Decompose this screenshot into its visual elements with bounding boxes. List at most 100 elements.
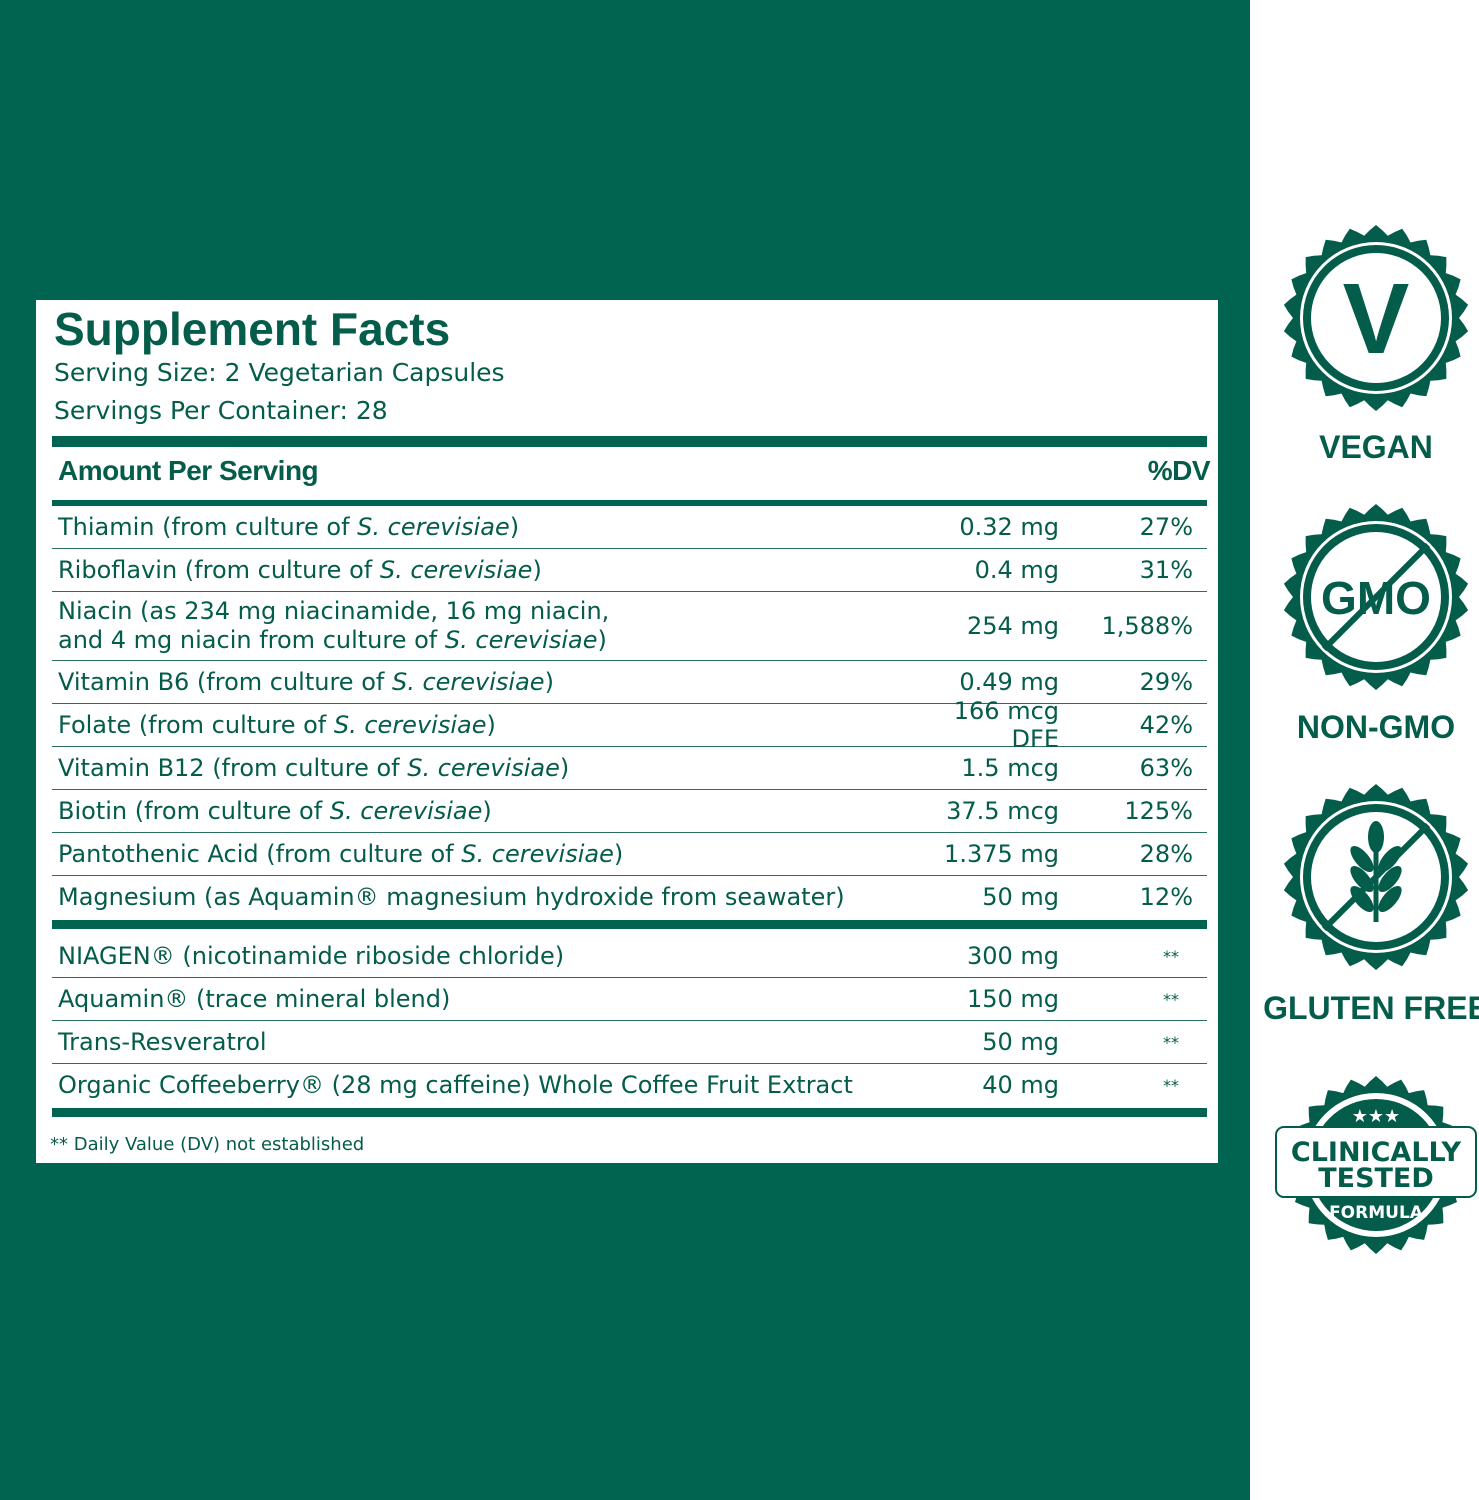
name-line: Aquamin® (trace mineral blend) bbox=[58, 985, 903, 1014]
name-text: ) bbox=[613, 839, 624, 868]
name-text: Folate (from culture of bbox=[58, 710, 334, 739]
wheat-grain bbox=[1378, 885, 1402, 913]
name-text: S. cerevisiae bbox=[357, 512, 510, 541]
amount: 1.375 mg bbox=[944, 840, 1059, 868]
name-line: and 4 mg niacin from culture of S. cerev… bbox=[58, 626, 903, 655]
nutrient-row: Riboflavin (from culture of S. cerevisia… bbox=[52, 549, 1207, 592]
row-group: Thiamin (from culture of S. cerevisiae) 0… bbox=[52, 506, 1207, 918]
name-text: S. cerevisiae bbox=[444, 626, 598, 654]
name-text: Thiamin (from culture of bbox=[58, 512, 358, 541]
name-text: Riboflavin (from culture of bbox=[58, 555, 380, 584]
name-text: S. cerevisiae bbox=[379, 555, 533, 584]
nutrient-name: Vitamin B12 (from culture of S. cerevisi… bbox=[52, 754, 903, 783]
daily-value: 31% bbox=[1139, 556, 1193, 584]
daily-value: 1,588% bbox=[1101, 612, 1193, 640]
divider bbox=[52, 920, 1207, 929]
nutrient-name: Folate (from culture of S. cerevisiae) bbox=[52, 711, 903, 740]
daily-value: 42% bbox=[1139, 711, 1193, 739]
name-line: Folate (from culture of S. cerevisiae) bbox=[58, 711, 903, 740]
supplement-facts: Supplement Facts Serving Size: 2 Vegetar… bbox=[36, 300, 1218, 1163]
wheat-grain bbox=[1350, 845, 1374, 873]
name-text: ) bbox=[532, 555, 542, 584]
nutrient-name: Vitamin B6 (from culture of S. cerevisia… bbox=[52, 668, 903, 697]
daily-value: 125% bbox=[1124, 797, 1193, 825]
name-line: Magnesium (as Aquamin® magnesium hydroxi… bbox=[58, 883, 903, 912]
amount: 37.5 mcg bbox=[946, 797, 1059, 825]
divider bbox=[52, 436, 1207, 447]
name-line: NIAGEN® (nicotinamide riboside chloride) bbox=[58, 942, 903, 971]
nutrient-name: Aquamin® (trace mineral blend) bbox=[52, 985, 903, 1014]
amount: 300 mg bbox=[966, 942, 1059, 970]
name-text: ) bbox=[597, 626, 607, 654]
nutrient-row: Niacin (as 234 mg niacinamide, 16 mg nia… bbox=[52, 592, 1207, 661]
badge-label: NON-GMO bbox=[1297, 709, 1455, 745]
table-header: Amount Per Serving %DV bbox=[58, 455, 1211, 501]
name-text: ) bbox=[559, 753, 570, 782]
name-line: Niacin (as 234 mg niacinamide, 16 mg nia… bbox=[58, 597, 903, 626]
name-text: Trans-Resveratrol bbox=[58, 1027, 267, 1056]
name-text: Niacin (as 234 mg niacinamide, 16 mg nia… bbox=[58, 597, 610, 625]
amount: 40 mg bbox=[982, 1071, 1059, 1099]
banner bbox=[1275, 1126, 1477, 1198]
amount: 0.49 mg bbox=[959, 668, 1059, 696]
name-text: Organic Coffeeberry® (28 mg caffeine) Wh… bbox=[58, 1070, 853, 1099]
name-text: Aquamin® (trace mineral blend) bbox=[58, 984, 451, 1013]
daily-value: ** bbox=[1163, 1075, 1179, 1095]
name-text: NIAGEN® (nicotinamide riboside chloride) bbox=[58, 941, 565, 970]
badge-label: VEGAN bbox=[1319, 429, 1433, 465]
name-line: Organic Coffeeberry® (28 mg caffeine) Wh… bbox=[58, 1071, 903, 1100]
amount: 254 mg bbox=[966, 612, 1059, 640]
daily-value: 63% bbox=[1139, 754, 1193, 782]
badge-text: FORMULA bbox=[1329, 1203, 1424, 1223]
name-text: Pantothenic Acid (from culture of bbox=[58, 839, 462, 868]
daily-value: ** bbox=[1163, 1032, 1179, 1052]
name-text: S. cerevisiae bbox=[329, 796, 483, 825]
nutrient-name: NIAGEN® (nicotinamide riboside chloride) bbox=[52, 942, 903, 971]
name-line: Pantothenic Acid (from culture of S. cer… bbox=[58, 840, 903, 869]
servings-per-container: Servings Per Container: 28 bbox=[54, 396, 388, 425]
daily-value: 29% bbox=[1139, 668, 1193, 696]
nutrient-row: Vitamin B6 (from culture of S. cerevisia… bbox=[52, 661, 1207, 704]
amount: 0.32 mg bbox=[959, 513, 1059, 541]
nutrient-name: Riboflavin (from culture of S. cerevisia… bbox=[52, 556, 903, 585]
name-line: Vitamin B12 (from culture of S. cerevisi… bbox=[58, 754, 903, 783]
name-text: and 4 mg niacin from culture of bbox=[58, 626, 445, 654]
daily-value: 12% bbox=[1139, 883, 1193, 911]
daily-value: ** bbox=[1163, 989, 1179, 1009]
name-text: ) bbox=[486, 710, 496, 739]
wheat-grain bbox=[1368, 821, 1384, 853]
nutrient-row: Thiamin (from culture of S. cerevisiae) 0… bbox=[52, 506, 1207, 549]
name-text: S. cerevisiae bbox=[407, 753, 560, 782]
badge-ring bbox=[1303, 524, 1449, 670]
nutrient-name: Biotin (from culture of S. cerevisiae) bbox=[52, 797, 903, 826]
badge-label: GLUTEN FREE bbox=[1263, 990, 1479, 1026]
amount: 166 mcg DFE bbox=[953, 697, 1059, 753]
name-text: ) bbox=[544, 667, 554, 696]
badge-stars: ★★★ bbox=[1352, 1106, 1400, 1127]
nutrient-row: Aquamin® (trace mineral blend) 150 mg ** bbox=[52, 978, 1207, 1021]
nutrient-row: Trans-Resveratrol 50 mg ** bbox=[52, 1021, 1207, 1064]
amount: 50 mg bbox=[982, 1028, 1059, 1056]
slash bbox=[1321, 822, 1431, 932]
name-text: S. cerevisiae bbox=[461, 839, 614, 868]
title: Supplement Facts bbox=[54, 303, 451, 355]
nutrient-name: Organic Coffeeberry® (28 mg caffeine) Wh… bbox=[52, 1071, 903, 1100]
nutrient-row: Biotin (from culture of S. cerevisiae) 37… bbox=[52, 790, 1207, 833]
badge-ring bbox=[1303, 804, 1449, 950]
badge-text: TESTED bbox=[1318, 1163, 1434, 1194]
amount: 50 mg bbox=[982, 883, 1059, 911]
daily-value: 27% bbox=[1139, 513, 1193, 541]
name-text: ) bbox=[509, 512, 520, 541]
badge-text: CLINICALLY bbox=[1291, 1137, 1462, 1168]
footnote: ** Daily Value (DV) not established bbox=[50, 1134, 365, 1155]
nutrient-row: NIAGEN® (nicotinamide riboside chloride)… bbox=[52, 935, 1207, 978]
amount: 150 mg bbox=[966, 985, 1059, 1013]
name-text: S. cerevisiae bbox=[333, 710, 487, 739]
name-line: Vitamin B6 (from culture of S. cerevisia… bbox=[58, 668, 903, 697]
name-text: Vitamin B12 (from culture of bbox=[58, 753, 408, 782]
name-text: ) bbox=[482, 796, 492, 825]
name-line: Biotin (from culture of S. cerevisiae) bbox=[58, 797, 903, 826]
nutrient-row: Vitamin B12 (from culture of S. cerevisi… bbox=[52, 747, 1207, 790]
nutrient-name: Thiamin (from culture of S. cerevisiae) bbox=[52, 513, 903, 542]
